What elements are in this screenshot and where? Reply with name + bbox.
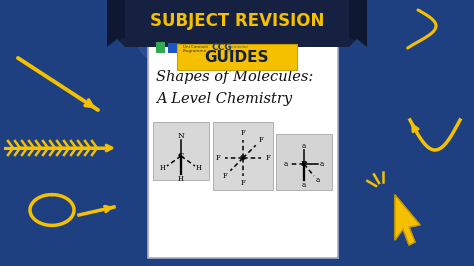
Text: SUBJECT REVISION: SUBJECT REVISION: [150, 13, 324, 31]
Polygon shape: [395, 195, 420, 245]
Text: Programme: Programme: [183, 49, 207, 53]
Polygon shape: [349, 0, 367, 47]
Text: Uni Connect: Uni Connect: [183, 45, 208, 49]
Text: CCG: CCG: [212, 43, 233, 52]
Text: H: H: [178, 175, 184, 183]
Text: N: N: [178, 132, 184, 140]
Bar: [148, 30, 338, 258]
Text: F: F: [223, 172, 228, 180]
Bar: [107, 0, 367, 47]
Text: a: a: [302, 181, 306, 189]
Bar: [177, 44, 297, 70]
Ellipse shape: [137, 0, 337, 80]
Polygon shape: [107, 0, 125, 47]
Text: A Level Chemistry: A Level Chemistry: [156, 92, 292, 106]
Text: F: F: [241, 179, 246, 187]
Text: a: a: [320, 160, 324, 168]
Polygon shape: [107, 39, 125, 47]
Text: a: a: [284, 160, 288, 168]
Text: H: H: [160, 164, 166, 172]
Text: Shapes of Molecules:: Shapes of Molecules:: [156, 70, 313, 84]
Text: F: F: [258, 136, 263, 144]
Polygon shape: [349, 39, 367, 47]
Text: H: H: [196, 164, 202, 172]
Text: P: P: [301, 160, 307, 168]
Text: S: S: [240, 154, 246, 162]
Bar: [156, 42, 165, 53]
Text: F: F: [265, 154, 270, 162]
Text: GUIDES: GUIDES: [205, 49, 269, 64]
Text: F: F: [241, 129, 246, 137]
Text: F: F: [216, 154, 220, 162]
Text: a: a: [302, 142, 306, 150]
Text: Group: Group: [228, 49, 241, 53]
Bar: [213, 122, 273, 190]
Text: C: C: [178, 152, 184, 160]
Bar: [276, 134, 332, 190]
Text: a: a: [316, 176, 320, 184]
Text: Connector: Connector: [228, 45, 249, 49]
Bar: [168, 43, 180, 53]
Bar: [153, 122, 209, 180]
